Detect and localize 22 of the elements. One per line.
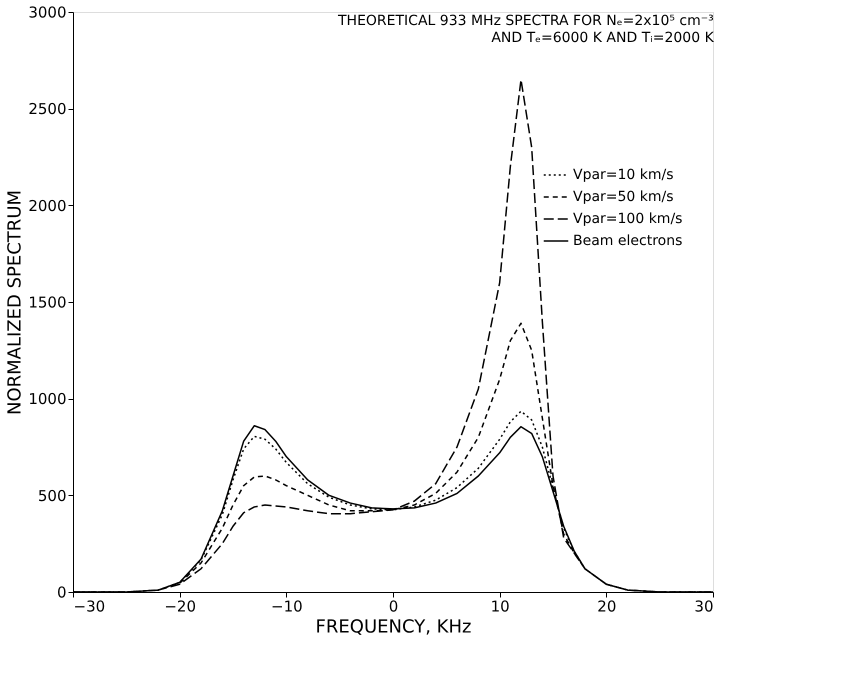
x-tick-label: −10 bbox=[271, 598, 303, 616]
y-tick-label: 2500 bbox=[28, 100, 66, 118]
x-axis-title: FREQUENCY, KHz bbox=[316, 616, 472, 638]
x-tick-label: −30 bbox=[74, 598, 106, 616]
y-tick-label: 3000 bbox=[28, 4, 66, 22]
x-tick-label: 30 bbox=[694, 598, 714, 616]
x-tick-label: −20 bbox=[164, 598, 196, 616]
chart-title: THEORETICAL 933 MHz SPECTRA FOR Nₑ=2x10⁵ cm⁻³ bbox=[336, 13, 714, 29]
x-tick-label: 10 bbox=[490, 598, 510, 616]
y-tick-label: 0 bbox=[56, 584, 66, 602]
legend-label: Beam electrons bbox=[573, 233, 682, 249]
y-tick-label: 500 bbox=[38, 486, 66, 505]
text: AND Tₑ=6000 K AND Tᵢ=2000 K bbox=[491, 30, 715, 46]
legend-label: Vpar=10 km/s bbox=[573, 167, 674, 183]
x-tick-label: 0 bbox=[388, 598, 398, 616]
legend-label: Vpar=50 km/s bbox=[573, 189, 674, 205]
legend-label: Vpar=100 km/s bbox=[573, 211, 682, 227]
y-tick-label: 2000 bbox=[28, 196, 66, 215]
y-axis-title: NORMALIZED SPECTRUM bbox=[4, 190, 26, 416]
y-tick-label: 1000 bbox=[28, 390, 66, 408]
y-tick-label: 1500 bbox=[28, 294, 66, 312]
x-tick-label: 20 bbox=[597, 598, 616, 616]
